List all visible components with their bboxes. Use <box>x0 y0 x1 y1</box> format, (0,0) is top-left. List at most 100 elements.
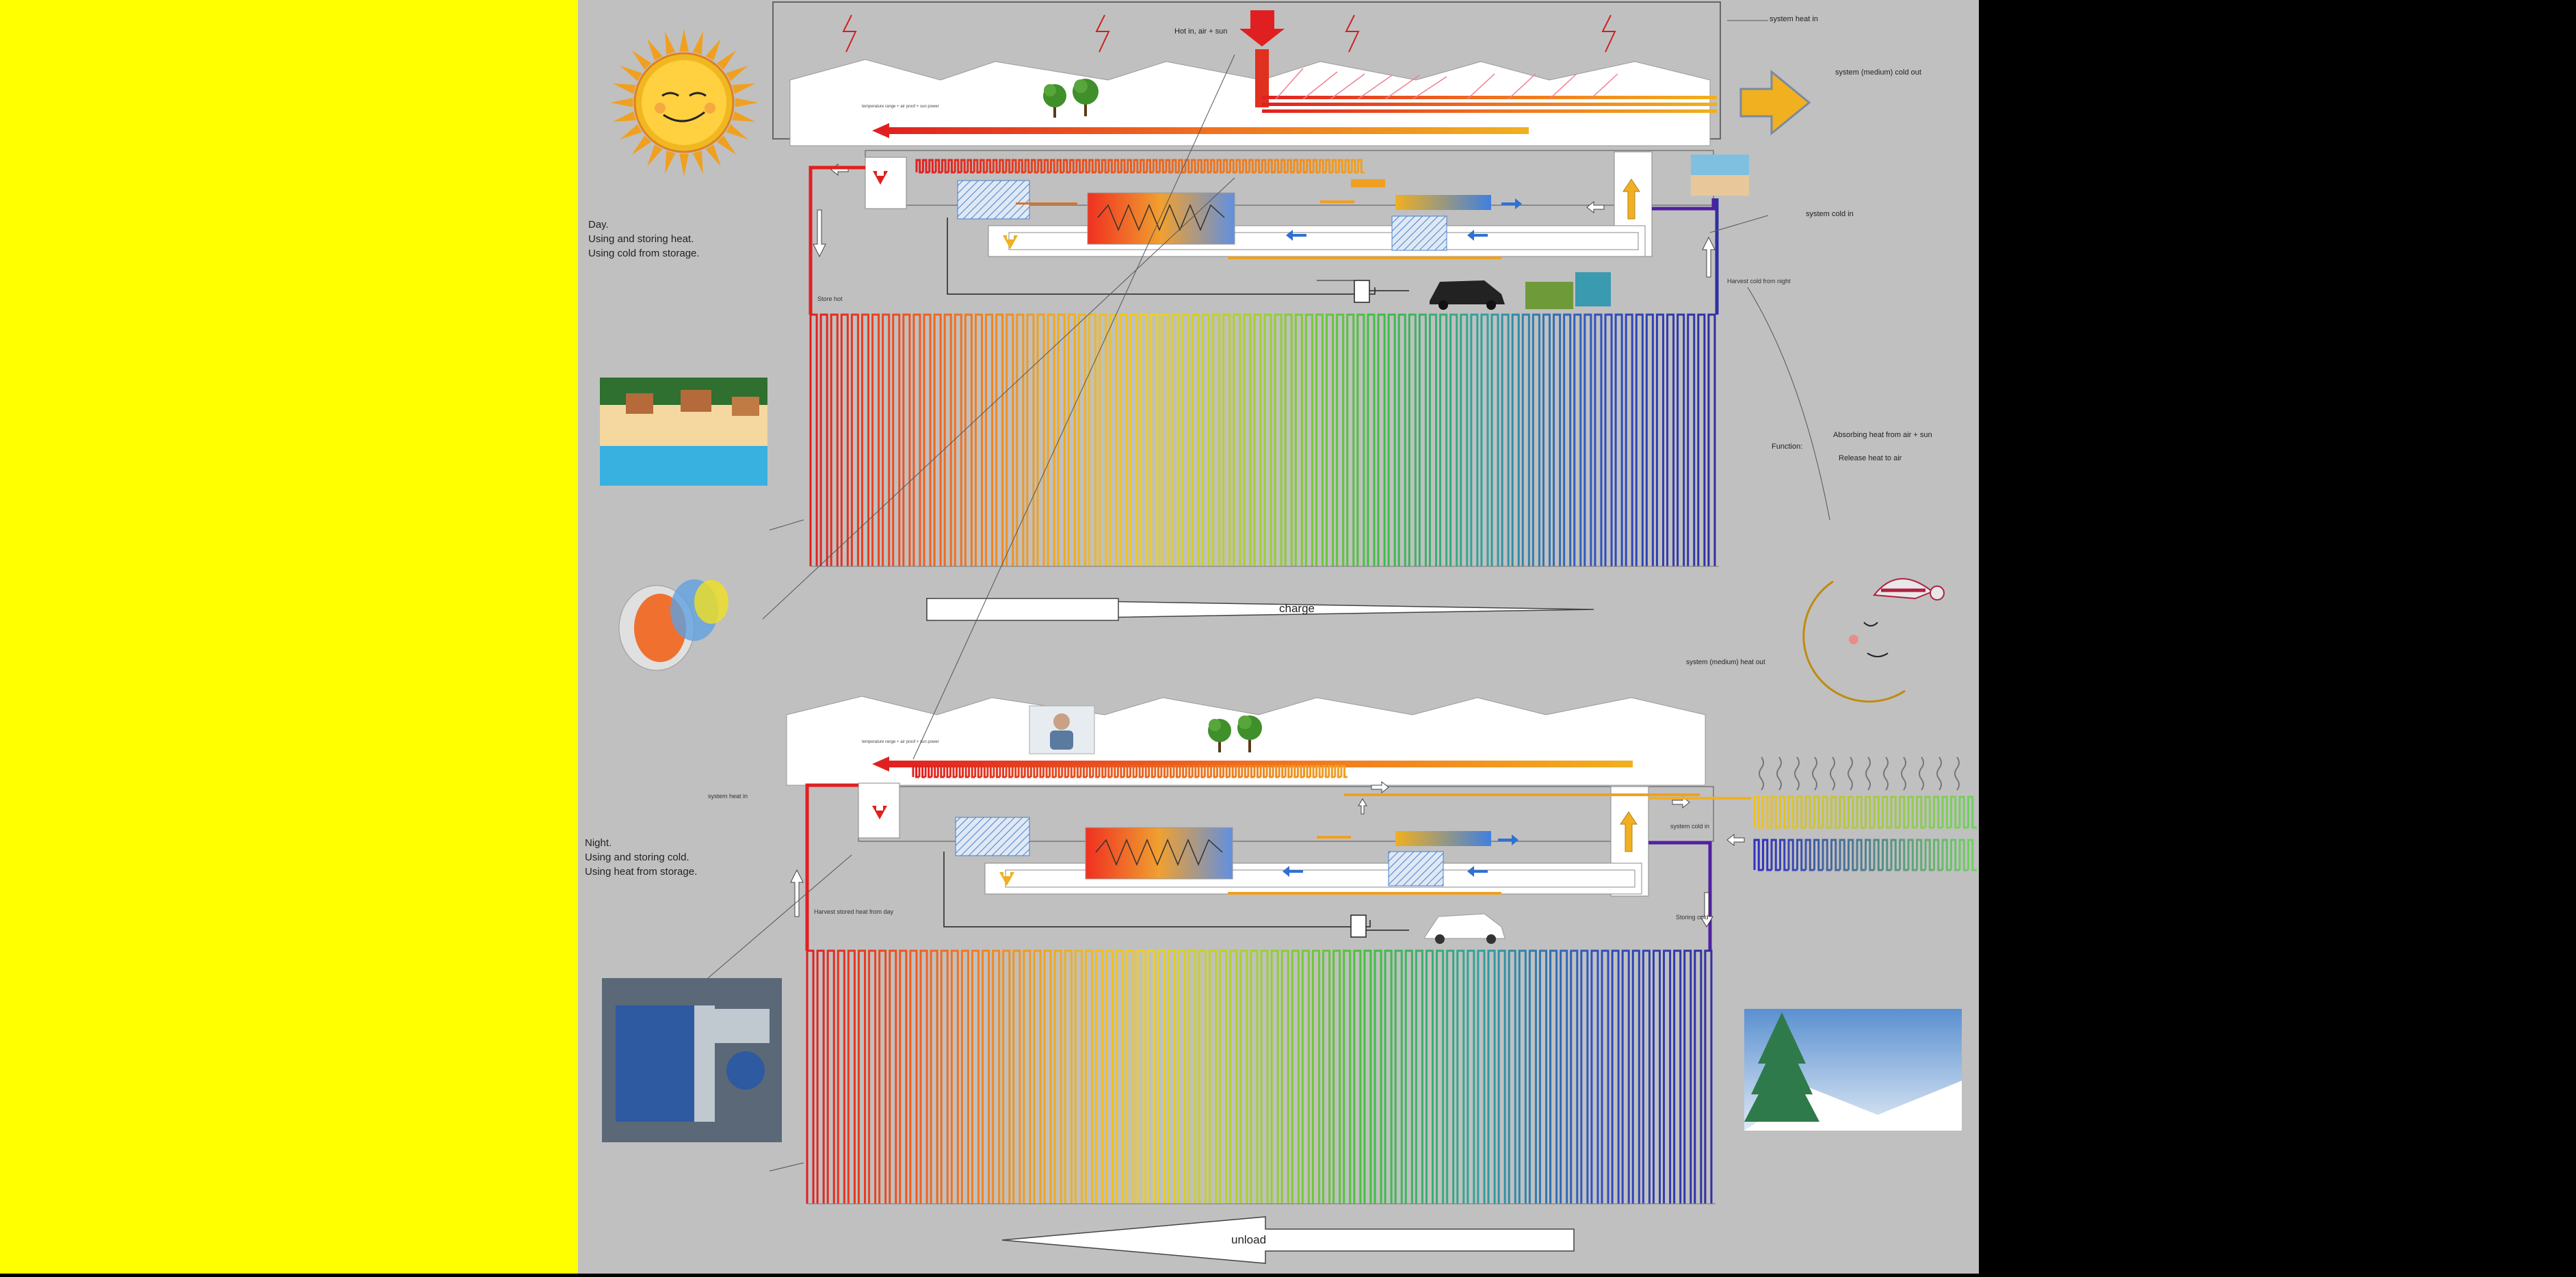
coil-segment <box>1094 159 1103 174</box>
coil-segment <box>1319 159 1326 174</box>
storage-loop <box>1694 949 1703 1204</box>
sun-ray <box>665 150 676 174</box>
function-absorbing-label: Absorbing heat from air + sun <box>1833 431 1932 439</box>
steam-wisp <box>1812 756 1817 791</box>
charge-arrow[interactable] <box>926 598 1594 621</box>
hot-in-label: Hot in, air + sun <box>1174 27 1228 36</box>
storage-loop <box>860 313 870 566</box>
night-system-heat-in-label: system heat in <box>708 793 748 800</box>
sun-ray <box>732 83 756 94</box>
storage-loop <box>971 949 980 1204</box>
storage-loop <box>1635 313 1644 566</box>
coil-segment <box>1247 765 1254 778</box>
night-right-coil-segment <box>1779 839 1789 871</box>
coil-segment <box>956 765 963 778</box>
storage-loop <box>1408 313 1417 566</box>
coil-segment <box>1334 765 1341 778</box>
coil-segment <box>1056 159 1064 174</box>
coil-segment <box>1110 765 1118 778</box>
coil-segment <box>1017 765 1025 778</box>
night-system-box <box>858 765 1751 951</box>
coil-segment <box>1222 159 1231 174</box>
night-right-coil-segment <box>1958 795 1969 829</box>
storage-loop <box>892 313 901 566</box>
coil-segment <box>1005 159 1013 174</box>
coil-segment <box>915 159 923 174</box>
storage-loop <box>1460 313 1469 566</box>
harvest-cold-label: Harvest cold from night <box>1727 278 1791 285</box>
coil-segment <box>1265 765 1274 778</box>
coil-segment <box>1107 159 1116 174</box>
storage-loop <box>1532 313 1540 566</box>
storage-loop <box>1067 313 1076 566</box>
storage-loop <box>1367 313 1376 566</box>
night-right-coil-segment <box>1804 839 1815 871</box>
storage-loop <box>1047 313 1055 566</box>
storage-loop <box>1560 949 1568 1204</box>
coil-segment <box>1216 765 1224 778</box>
storage-loop <box>1053 949 1062 1204</box>
coil-segment <box>1018 159 1026 174</box>
night-box-zigzag <box>1095 839 1223 866</box>
unload-label: unload <box>1231 1233 1267 1246</box>
sun-ray <box>692 150 703 174</box>
storage-loop <box>809 313 818 566</box>
unload-arrow[interactable] <box>1001 1216 1575 1264</box>
storage-loop <box>1611 949 1620 1204</box>
night-right-coil-segment <box>1950 795 1960 829</box>
night-right-coil-segment <box>1813 795 1823 829</box>
day-yellow-up-arrow <box>1622 179 1640 220</box>
sun-ray <box>692 31 703 55</box>
storage-loop <box>1157 949 1166 1204</box>
coil-segment <box>992 159 1000 174</box>
pool-image <box>1691 155 1749 196</box>
storage-loop <box>1580 949 1589 1204</box>
coil-segment <box>1306 159 1314 174</box>
coil-segment <box>1209 765 1218 778</box>
crops-image <box>1525 272 1611 309</box>
coil-segment <box>980 159 987 174</box>
storage-loop <box>1099 313 1107 566</box>
storage-loop <box>1126 949 1135 1204</box>
winter-tree-image <box>1744 1009 1962 1131</box>
storage-loop <box>1428 313 1438 566</box>
storage-loop <box>1084 949 1094 1204</box>
storage-loop <box>1511 313 1520 566</box>
storage-loop <box>1043 949 1052 1204</box>
day-storage-field <box>809 313 1719 567</box>
sun-ray <box>735 98 758 107</box>
sun-ray <box>647 144 663 167</box>
coil-segment <box>1179 765 1187 778</box>
storage-loop <box>1425 949 1434 1204</box>
storage-loop <box>1439 313 1448 566</box>
coil-segment <box>1049 765 1056 778</box>
coil-segment <box>1197 159 1205 174</box>
night-right-coil-segment <box>1941 795 1951 829</box>
coil-segment <box>1309 765 1317 778</box>
coil-segment <box>1241 159 1250 174</box>
storage-loop <box>1191 313 1200 566</box>
day-gradient-box <box>1087 192 1235 245</box>
coil-segment <box>1178 159 1185 174</box>
left-yellow-panel <box>0 0 578 1274</box>
coil-segment <box>1140 159 1147 174</box>
storage-loop <box>1570 949 1579 1204</box>
sun-ray <box>732 111 756 122</box>
storage-loop <box>1480 313 1489 566</box>
storage-loop <box>1687 313 1696 566</box>
night-right-coil-segment <box>1907 795 1917 829</box>
storage-loop <box>1621 949 1630 1204</box>
storage-loop <box>1150 313 1159 566</box>
sun-ray <box>610 98 633 107</box>
night-right-coil-segment <box>1839 839 1849 871</box>
coil-segment <box>1280 159 1288 174</box>
coil-segment <box>1081 159 1090 174</box>
storage-loop <box>1116 949 1125 1204</box>
night-gradient-box <box>1085 827 1233 880</box>
storage-loop <box>1404 949 1413 1204</box>
coil-segment <box>1325 159 1333 174</box>
coil-segment <box>1011 159 1019 174</box>
night-right-coil-segment <box>1958 839 1969 871</box>
coil-segment <box>1069 159 1077 174</box>
storage-loop <box>1707 313 1716 566</box>
